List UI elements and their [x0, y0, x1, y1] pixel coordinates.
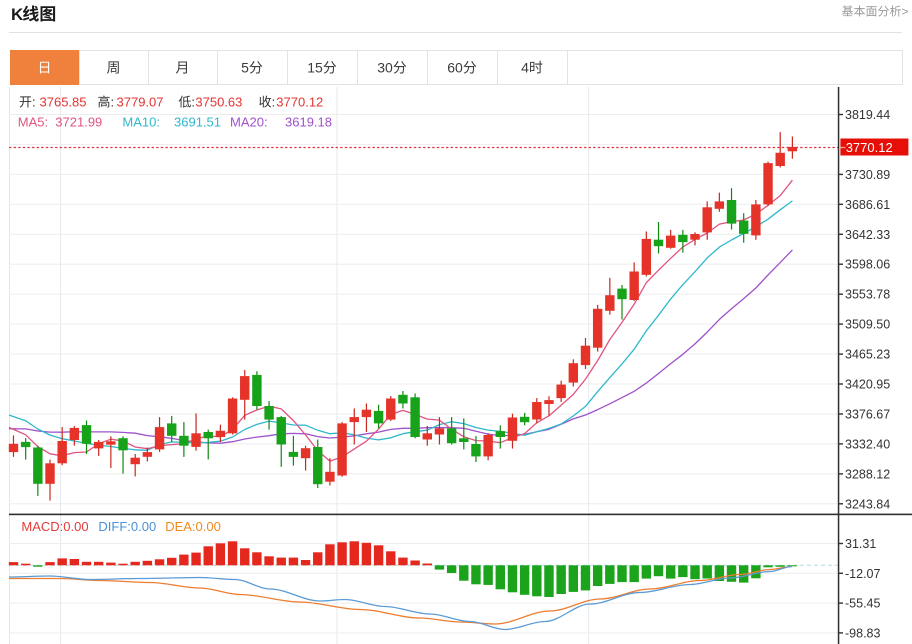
svg-text:4: 4 — [521, 60, 529, 76]
svg-text::: : — [111, 95, 115, 110]
svg-text:MACD:0.00: MACD:0.00 — [21, 519, 88, 534]
svg-text:K: K — [11, 5, 24, 24]
svg-text:3332.40: 3332.40 — [845, 437, 890, 451]
svg-text:3509.50: 3509.50 — [845, 318, 890, 332]
svg-text:3730.89: 3730.89 — [845, 168, 890, 182]
svg-text:3691.51: 3691.51 — [174, 115, 221, 130]
svg-text:-98.83: -98.83 — [845, 626, 880, 640]
svg-text:3465.23: 3465.23 — [845, 348, 890, 362]
svg-text:3243.84: 3243.84 — [845, 497, 890, 511]
svg-text:3553.78: 3553.78 — [845, 288, 890, 302]
svg-text:>: > — [902, 5, 909, 19]
svg-text:MA20:: MA20: — [230, 115, 268, 130]
svg-text:3779.07: 3779.07 — [117, 95, 164, 110]
svg-text:MA5:: MA5: — [18, 115, 48, 130]
svg-text:3288.12: 3288.12 — [845, 467, 890, 481]
svg-text::: : — [32, 95, 36, 110]
svg-text:31.31: 31.31 — [845, 537, 876, 551]
svg-text:60: 60 — [447, 60, 463, 76]
svg-text:3750.63: 3750.63 — [195, 95, 242, 110]
svg-text:3770.12: 3770.12 — [846, 140, 893, 155]
svg-text:5: 5 — [241, 60, 249, 76]
svg-text:DEA:0.00: DEA:0.00 — [165, 519, 221, 534]
svg-text:3420.95: 3420.95 — [845, 378, 890, 392]
svg-text:MA10:: MA10: — [122, 115, 160, 130]
svg-text:3721.99: 3721.99 — [55, 115, 102, 130]
svg-text:15: 15 — [307, 60, 323, 76]
svg-text:3819.44: 3819.44 — [845, 108, 890, 122]
svg-text:3619.18: 3619.18 — [285, 115, 332, 130]
svg-text:3770.12: 3770.12 — [276, 95, 323, 110]
svg-text:-55.45: -55.45 — [845, 597, 880, 611]
svg-text:3686.61: 3686.61 — [845, 198, 890, 212]
svg-text:3765.85: 3765.85 — [40, 95, 87, 110]
svg-text:3598.06: 3598.06 — [845, 258, 890, 272]
svg-text:DIFF:0.00: DIFF:0.00 — [98, 519, 156, 534]
svg-text:30: 30 — [377, 60, 393, 76]
svg-text::: : — [272, 95, 276, 110]
svg-text::: : — [191, 95, 195, 110]
svg-text:-12.07: -12.07 — [845, 567, 880, 581]
svg-text:3642.33: 3642.33 — [845, 228, 890, 242]
svg-text:3376.67: 3376.67 — [845, 408, 890, 422]
